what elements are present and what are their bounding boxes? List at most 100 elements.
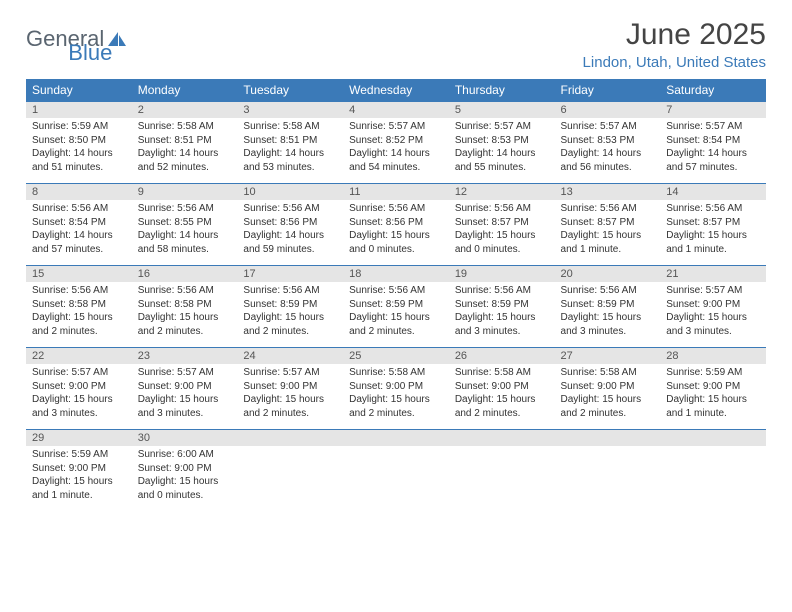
sunrise-line: Sunrise: 5:57 AM [455,120,549,134]
calendar-day-cell: 18Sunrise: 5:56 AMSunset: 8:59 PMDayligh… [343,266,449,348]
sunset-line: Sunset: 8:59 PM [455,298,549,312]
calendar-day-cell: 23Sunrise: 5:57 AMSunset: 9:00 PMDayligh… [132,348,238,430]
sunset-line: Sunset: 8:56 PM [349,216,443,230]
daylight-line: Daylight: 15 hours and 2 minutes. [349,311,443,338]
daylight-line: Daylight: 14 hours and 56 minutes. [561,147,655,174]
day-body: Sunrise: 5:58 AMSunset: 8:51 PMDaylight:… [237,118,343,178]
day-body: Sunrise: 5:57 AMSunset: 8:54 PMDaylight:… [660,118,766,178]
daylight-line: Daylight: 15 hours and 3 minutes. [666,311,760,338]
day-number: 11 [343,184,449,200]
calendar-week-row: 29Sunrise: 5:59 AMSunset: 9:00 PMDayligh… [26,430,766,512]
calendar-day-cell: 4Sunrise: 5:57 AMSunset: 8:52 PMDaylight… [343,102,449,184]
day-number: 27 [555,348,661,364]
day-number: 15 [26,266,132,282]
day-number: 20 [555,266,661,282]
weekday-header: Tuesday [237,79,343,102]
calendar-day-cell [555,430,661,512]
daylight-line: Daylight: 15 hours and 2 minutes. [455,393,549,420]
empty-day-number [555,430,661,446]
empty-day-number [660,430,766,446]
weekday-header-row: Sunday Monday Tuesday Wednesday Thursday… [26,79,766,102]
sunset-line: Sunset: 8:51 PM [138,134,232,148]
sunset-line: Sunset: 8:51 PM [243,134,337,148]
daylight-line: Daylight: 15 hours and 2 minutes. [243,311,337,338]
day-body: Sunrise: 5:58 AMSunset: 9:00 PMDaylight:… [343,364,449,424]
sunset-line: Sunset: 9:00 PM [666,298,760,312]
day-number: 12 [449,184,555,200]
day-number: 25 [343,348,449,364]
day-body: Sunrise: 5:57 AMSunset: 8:53 PMDaylight:… [555,118,661,178]
calendar-week-row: 8Sunrise: 5:56 AMSunset: 8:54 PMDaylight… [26,184,766,266]
day-number: 28 [660,348,766,364]
day-body: Sunrise: 5:56 AMSunset: 8:55 PMDaylight:… [132,200,238,260]
daylight-line: Daylight: 15 hours and 0 minutes. [138,475,232,502]
sunrise-line: Sunrise: 5:56 AM [561,284,655,298]
calendar-day-cell: 20Sunrise: 5:56 AMSunset: 8:59 PMDayligh… [555,266,661,348]
day-number: 1 [26,102,132,118]
calendar-day-cell: 22Sunrise: 5:57 AMSunset: 9:00 PMDayligh… [26,348,132,430]
empty-day-number [237,430,343,446]
weekday-header: Sunday [26,79,132,102]
calendar-day-cell [660,430,766,512]
sunset-line: Sunset: 9:00 PM [138,462,232,476]
day-body: Sunrise: 5:58 AMSunset: 9:00 PMDaylight:… [449,364,555,424]
calendar-day-cell: 8Sunrise: 5:56 AMSunset: 8:54 PMDaylight… [26,184,132,266]
sunrise-line: Sunrise: 5:58 AM [561,366,655,380]
calendar-day-cell: 9Sunrise: 5:56 AMSunset: 8:55 PMDaylight… [132,184,238,266]
day-number: 5 [449,102,555,118]
calendar-table: Sunday Monday Tuesday Wednesday Thursday… [26,79,766,512]
calendar-day-cell: 28Sunrise: 5:59 AMSunset: 9:00 PMDayligh… [660,348,766,430]
day-number: 19 [449,266,555,282]
weekday-header: Friday [555,79,661,102]
sunset-line: Sunset: 8:57 PM [561,216,655,230]
sunrise-line: Sunrise: 5:56 AM [455,284,549,298]
sunrise-line: Sunrise: 5:56 AM [138,284,232,298]
calendar-day-cell: 7Sunrise: 5:57 AMSunset: 8:54 PMDaylight… [660,102,766,184]
calendar-day-cell: 25Sunrise: 5:58 AMSunset: 9:00 PMDayligh… [343,348,449,430]
empty-day-number [449,430,555,446]
day-body: Sunrise: 5:56 AMSunset: 8:59 PMDaylight:… [449,282,555,342]
calendar-day-cell: 12Sunrise: 5:56 AMSunset: 8:57 PMDayligh… [449,184,555,266]
sunrise-line: Sunrise: 5:56 AM [455,202,549,216]
daylight-line: Daylight: 14 hours and 55 minutes. [455,147,549,174]
sunset-line: Sunset: 8:53 PM [455,134,549,148]
sunset-line: Sunset: 8:53 PM [561,134,655,148]
sunset-line: Sunset: 9:00 PM [32,462,126,476]
day-body: Sunrise: 5:56 AMSunset: 8:54 PMDaylight:… [26,200,132,260]
sunrise-line: Sunrise: 5:58 AM [243,120,337,134]
day-body: Sunrise: 5:56 AMSunset: 8:56 PMDaylight:… [237,200,343,260]
sunrise-line: Sunrise: 5:57 AM [666,120,760,134]
sunrise-line: Sunrise: 5:59 AM [32,448,126,462]
daylight-line: Daylight: 15 hours and 2 minutes. [32,311,126,338]
calendar-day-cell: 11Sunrise: 5:56 AMSunset: 8:56 PMDayligh… [343,184,449,266]
day-number: 3 [237,102,343,118]
daylight-line: Daylight: 15 hours and 1 minute. [32,475,126,502]
day-number: 7 [660,102,766,118]
calendar-week-row: 22Sunrise: 5:57 AMSunset: 9:00 PMDayligh… [26,348,766,430]
calendar-week-row: 1Sunrise: 5:59 AMSunset: 8:50 PMDaylight… [26,102,766,184]
weekday-header: Saturday [660,79,766,102]
daylight-line: Daylight: 15 hours and 1 minute. [666,229,760,256]
sunrise-line: Sunrise: 5:57 AM [138,366,232,380]
calendar-day-cell: 15Sunrise: 5:56 AMSunset: 8:58 PMDayligh… [26,266,132,348]
day-body: Sunrise: 6:00 AMSunset: 9:00 PMDaylight:… [132,446,238,506]
calendar-day-cell [449,430,555,512]
sunset-line: Sunset: 9:00 PM [455,380,549,394]
daylight-line: Daylight: 15 hours and 3 minutes. [32,393,126,420]
sunset-line: Sunset: 9:00 PM [561,380,655,394]
day-number: 17 [237,266,343,282]
month-title: June 2025 [583,18,766,52]
sunset-line: Sunset: 8:59 PM [349,298,443,312]
sunset-line: Sunset: 8:59 PM [243,298,337,312]
sunrise-line: Sunrise: 6:00 AM [138,448,232,462]
calendar-day-cell: 21Sunrise: 5:57 AMSunset: 9:00 PMDayligh… [660,266,766,348]
sunset-line: Sunset: 8:57 PM [666,216,760,230]
daylight-line: Daylight: 14 hours and 58 minutes. [138,229,232,256]
sunrise-line: Sunrise: 5:57 AM [32,366,126,380]
sunset-line: Sunset: 8:59 PM [561,298,655,312]
sunrise-line: Sunrise: 5:56 AM [666,202,760,216]
day-number: 4 [343,102,449,118]
calendar-day-cell: 1Sunrise: 5:59 AMSunset: 8:50 PMDaylight… [26,102,132,184]
day-number: 18 [343,266,449,282]
sunrise-line: Sunrise: 5:56 AM [138,202,232,216]
